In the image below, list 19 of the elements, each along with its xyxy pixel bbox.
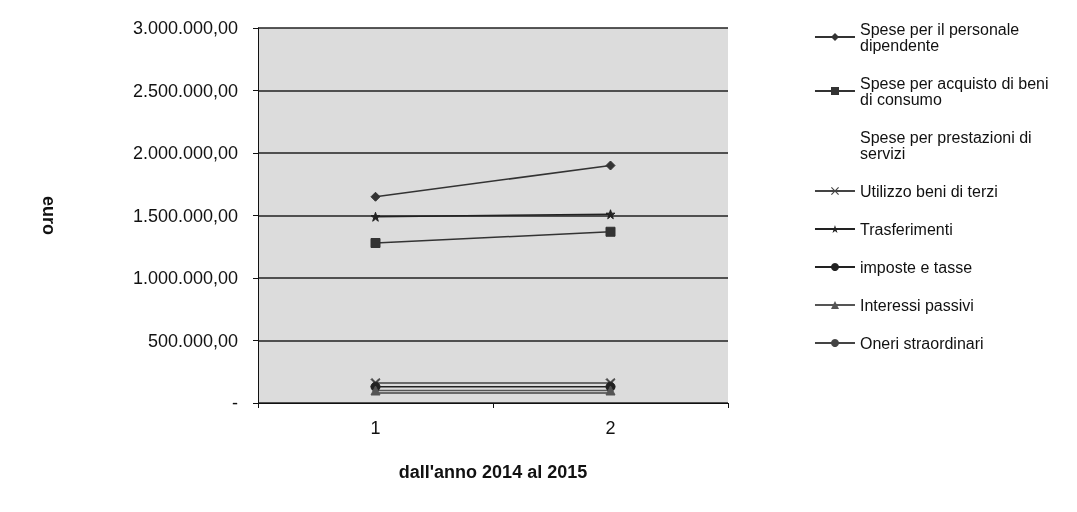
- y-tick-label: 2.500.000,00: [132, 80, 238, 101]
- x-axis-title: dall'anno 2014 al 2015: [398, 462, 588, 482]
- y-tick-label: 1.000.000,00: [132, 268, 238, 288]
- legend-label: imposte e tasse: [859, 258, 973, 276]
- x-tick-label: 2: [605, 418, 616, 438]
- x-tick-label: 1: [370, 418, 381, 438]
- y-tick-label: 3.000.000,00: [132, 18, 238, 38]
- legend-label: Interessi passivi: [859, 296, 974, 314]
- y-tick-label: 1.500.000,00: [132, 205, 238, 226]
- legend-label: Trasferimenti: [859, 220, 953, 238]
- legend-label: Utilizzo beni di terzi: [859, 182, 998, 200]
- legend-label: Spese per acquisto di beni di consumo: [859, 74, 1053, 108]
- y-tick-label: 500.000,00: [147, 330, 238, 351]
- y-tick-label: -: [232, 393, 238, 413]
- y-tick-label: 2.000.000,00: [132, 143, 238, 163]
- text: Spese per prestazioni di servizi: [859, 128, 1037, 162]
- legend-label: Oneri straordinari: [859, 334, 984, 352]
- y-axis-title: euro: [39, 195, 59, 236]
- legend-label: Spese per il personale dipendente: [859, 20, 1024, 54]
